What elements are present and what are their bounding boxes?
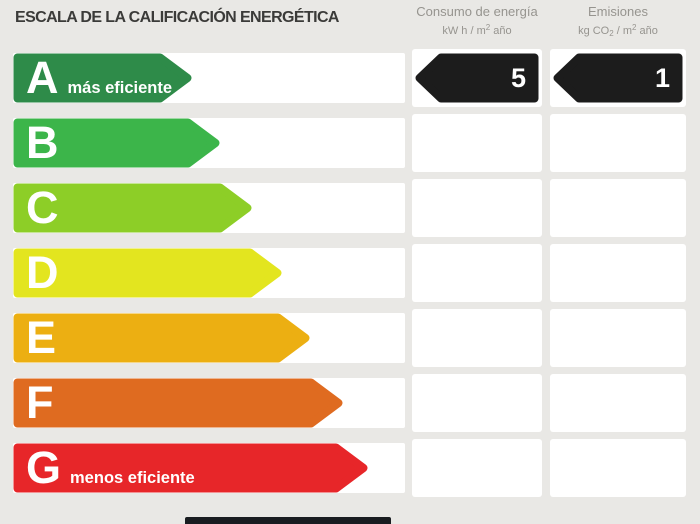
right-arrow-shape-icon	[13, 183, 252, 233]
rating-arrow-text: B	[13, 118, 220, 179]
consumo-cell	[412, 374, 542, 432]
left-arrow-icon	[415, 53, 539, 103]
rating-arrow-e: E	[13, 313, 310, 363]
consumo-unit-post: año	[490, 24, 512, 37]
right-arrow-shape-icon	[13, 248, 282, 298]
rating-extreme-label: más eficiente	[67, 79, 173, 97]
right-arrow-shape-icon	[13, 378, 343, 428]
consumo-cell	[412, 309, 542, 367]
rating-row-b: B	[13, 114, 686, 172]
rating-row-d: D	[13, 244, 686, 302]
consumo-value-arrow: 5	[415, 53, 539, 103]
right-arrow-shape-icon	[13, 118, 220, 168]
consumo-unit-pre: kW h / m	[442, 24, 486, 37]
emisiones-unit-post: año	[636, 24, 658, 37]
cropped-element-bottom	[185, 517, 391, 524]
rating-arrow-text: F	[13, 378, 343, 439]
emisiones-header-title: Emisiones	[588, 4, 648, 19]
rating-row-f: F	[13, 374, 686, 432]
consumo-cell	[412, 439, 542, 497]
consumo-cell	[412, 179, 542, 237]
left-arrow-icon	[553, 53, 683, 103]
right-arrow-shape-icon	[13, 313, 310, 363]
rating-row-c: C	[13, 179, 686, 237]
rating-arrow-text: C	[13, 183, 252, 244]
emisiones-header-unit: kg CO2 / m2 año	[550, 23, 686, 38]
emisiones-cell	[550, 114, 686, 172]
rating-letter: F	[26, 377, 54, 428]
rating-letter: B	[26, 117, 59, 168]
emisiones-cell	[550, 309, 686, 367]
rating-arrow-text: E	[13, 313, 310, 374]
page-title: ESCALA DE LA CALIFICACIÓN ENERGÉTICA	[15, 9, 339, 26]
rating-extreme-label: menos eficiente	[70, 469, 195, 487]
right-arrow-shape-icon	[13, 443, 368, 493]
emisiones-unit-sub: 2	[609, 28, 614, 38]
rating-letter: E	[26, 312, 57, 363]
rating-letter: D	[26, 247, 59, 298]
consumo-header-title: Consumo de energía	[416, 4, 538, 19]
emisiones-cell	[550, 439, 686, 497]
consumo-column-header: Consumo de energía kW h / m2 año	[412, 4, 542, 38]
emisiones-cell	[550, 374, 686, 432]
emisiones-value-arrow: 1	[553, 53, 683, 103]
emisiones-value: 1	[654, 63, 670, 93]
rating-row-e: E	[13, 309, 686, 367]
consumo-cell	[412, 114, 542, 172]
emisiones-unit-mid: / m	[613, 24, 633, 37]
rating-arrow-text: D	[13, 248, 282, 309]
rating-arrow-c: C	[13, 183, 252, 233]
consumo-cell: 5	[412, 49, 542, 107]
emisiones-cell: 1	[550, 49, 686, 107]
emisiones-unit-pre: kg CO	[578, 24, 610, 37]
rating-arrow-f: F	[13, 378, 343, 428]
rating-letter: A	[26, 52, 59, 103]
rating-arrow-d: D	[13, 248, 282, 298]
right-arrow-shape-icon	[13, 53, 192, 103]
rating-letter: G	[26, 442, 62, 493]
emisiones-unit-sup: 2	[632, 22, 637, 32]
consumo-cell	[412, 244, 542, 302]
emisiones-column-header: Emisiones kg CO2 / m2 año	[550, 4, 686, 38]
rating-arrow-b: B	[13, 118, 220, 168]
emisiones-cell	[550, 179, 686, 237]
consumo-header-unit: kW h / m2 año	[412, 23, 542, 38]
emisiones-cell	[550, 244, 686, 302]
consumo-value: 5	[510, 63, 526, 93]
consumo-unit-sup: 2	[485, 22, 491, 32]
rating-letter: C	[26, 182, 59, 233]
